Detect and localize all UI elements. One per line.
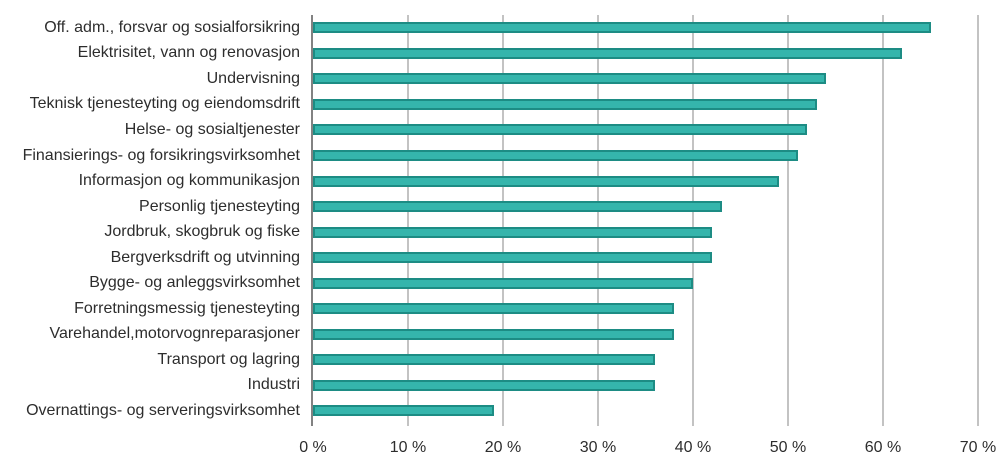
bar [313,405,494,417]
gridline [502,15,504,426]
x-axis-tick-label: 30 % [579,439,617,456]
gridline [692,15,694,426]
bar [313,150,798,161]
bar [313,303,674,315]
category-label: Transport og lagring [157,350,300,368]
x-axis-tick-label: 20 % [484,439,522,456]
plot-area [311,15,979,426]
x-axis-tick-label: 0 % [299,439,327,456]
bar [313,124,807,136]
bar [313,226,712,238]
category-label: Elektrisitet, vann og renovasjon [77,44,300,62]
gridline [407,15,409,426]
category-label: Off. adm., forsvar og sosialforsikring [44,18,300,36]
category-label: Bergverksdrift og utvinning [110,248,300,266]
bar [313,175,779,187]
bar [313,277,693,289]
bar [313,22,931,34]
category-label: Undervisning [206,69,300,87]
x-axis-tick-label: 60 % [864,439,902,456]
x-axis-tick-label: 50 % [769,439,807,456]
category-label: Forretningsmessig tjenesteyting [74,299,300,317]
category-label: Informasjon og kommunikasjon [78,172,300,190]
bar [313,379,655,391]
category-label: Overnattings- og serveringsvirksomhet [26,401,300,419]
category-label: Jordbruk, skogbruk og fiske [104,223,300,241]
category-label: Bygge- og anleggsvirksomhet [89,274,300,292]
gridline [882,15,884,426]
bar [313,201,722,213]
bar [313,354,655,366]
bar [313,47,902,59]
gridline [787,15,789,426]
category-label: Personlig tjenesteyting [139,197,300,215]
category-label: Teknisk tjenesteyting og eiendomsdrift [29,95,300,113]
x-axis-tick-label: 10 % [389,439,427,456]
gridline [597,15,599,426]
category-label: Helse- og sosialtjenester [124,120,300,138]
category-label: Varehandel,motorvognreparasjoner [49,325,300,343]
gridline [977,15,979,426]
x-axis-tick-label: 40 % [674,439,712,456]
x-axis-tick-label: 70 % [959,439,997,456]
bar [313,98,817,110]
category-label: Finansierings- og forsikringsvirksomhet [22,146,300,164]
bar [313,252,712,264]
bar [313,73,826,85]
category-label: Industri [247,376,300,394]
bar [313,328,674,340]
